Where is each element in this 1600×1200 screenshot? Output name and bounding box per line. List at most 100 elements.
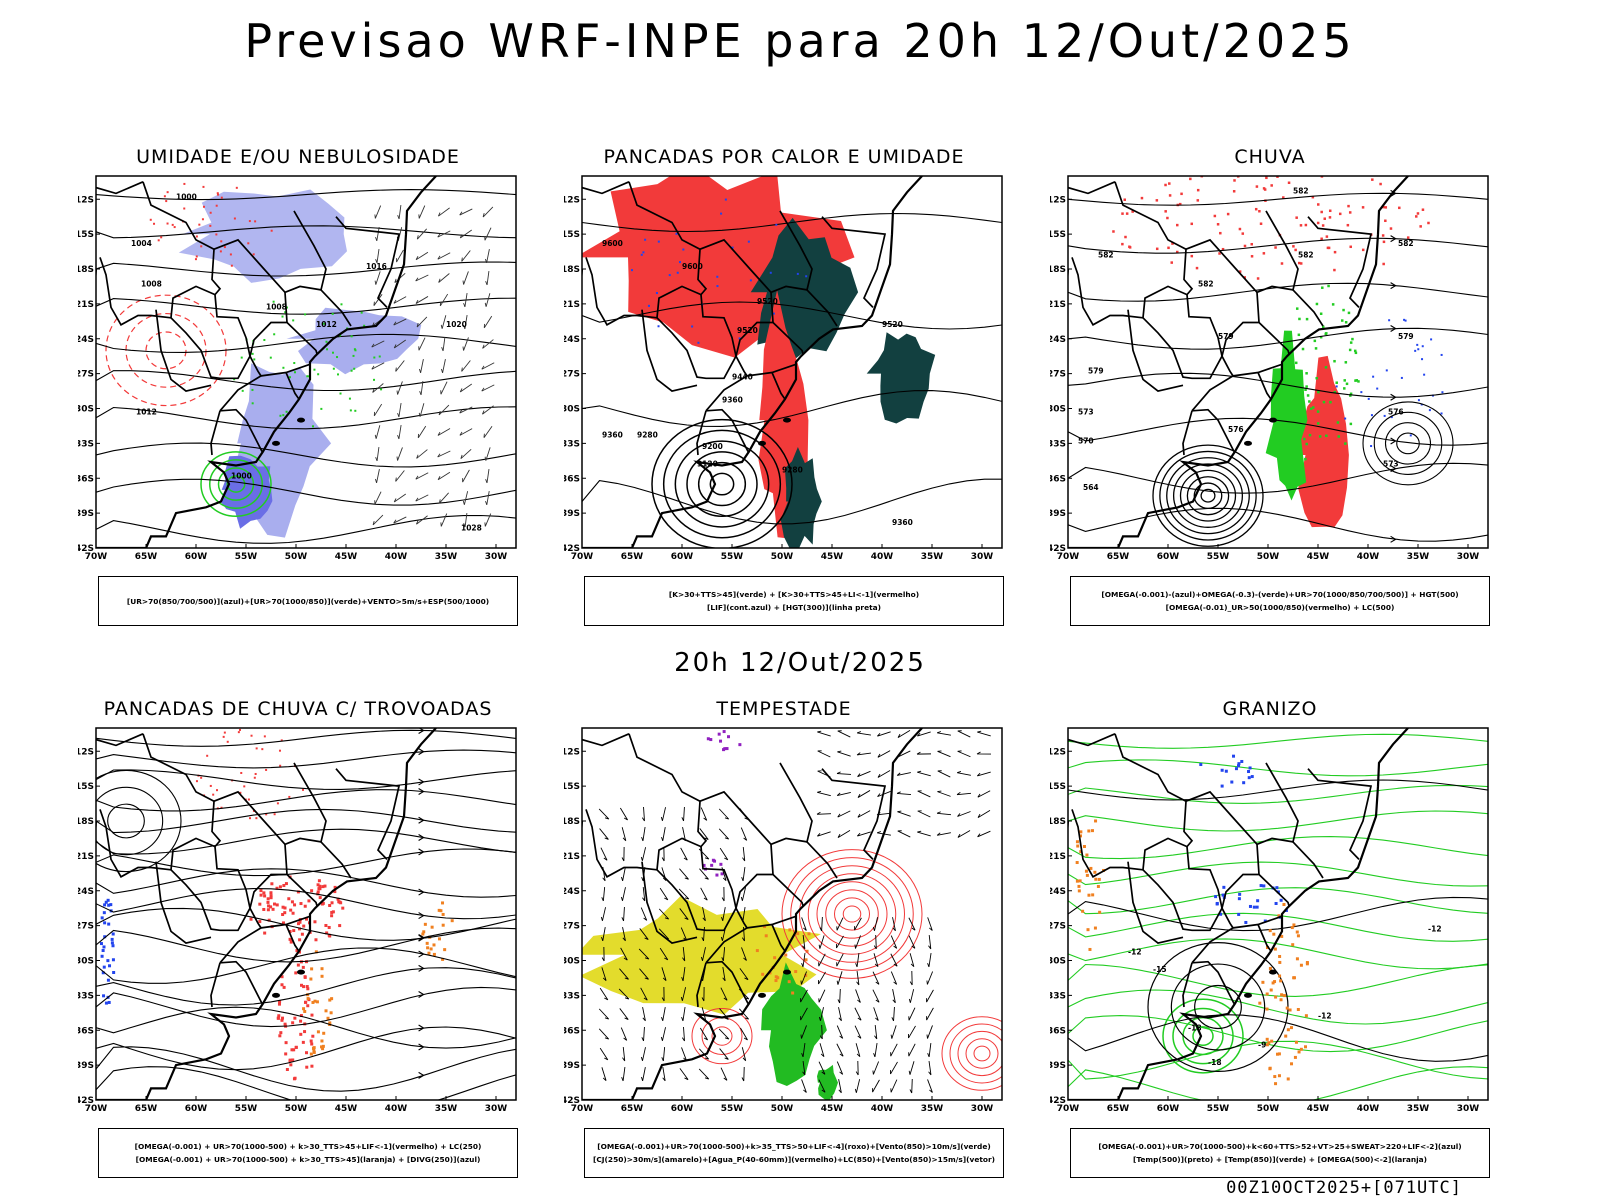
wind-vector [892, 989, 896, 1004]
wind-vector [375, 227, 380, 242]
rain-dot [1325, 235, 1329, 238]
humidity-dot [353, 367, 356, 370]
contour-label: 576 [1388, 407, 1404, 416]
lat-label: 27S [1050, 370, 1066, 380]
wind-vector [459, 208, 473, 216]
border-line [1191, 960, 1235, 1004]
lat-label: 27S [78, 922, 94, 932]
lon-label: 60W [185, 552, 208, 562]
storm-dot [270, 882, 274, 886]
contour-label: 570 [1078, 436, 1094, 445]
rain-dot [1258, 209, 1261, 213]
omega-updraft-dot [1291, 943, 1295, 947]
shower-dot [450, 919, 454, 923]
border-line [641, 309, 698, 393]
wind-vector [439, 293, 449, 307]
rain-dot [1265, 172, 1268, 175]
omega-updraft-dot [1082, 845, 1086, 849]
rain-dot [1326, 246, 1330, 250]
contour-label: -12 [1128, 948, 1142, 957]
wind-vector [890, 971, 898, 985]
hail-dot [1259, 884, 1263, 888]
omega-dot [1349, 341, 1353, 344]
storm-dot [321, 885, 325, 889]
storm-dot [239, 791, 242, 794]
wind-vector [437, 252, 451, 260]
storm-dot [271, 907, 275, 911]
lake-mark [272, 992, 280, 998]
rain-dot [1282, 196, 1285, 199]
wind-vector [438, 492, 449, 504]
rain-dot [1176, 223, 1179, 227]
wind-vector [642, 886, 646, 902]
wind-vector [801, 917, 807, 931]
lif-contour-mark [644, 238, 647, 241]
lat-label: 15S [78, 782, 94, 792]
lif-contour-mark [682, 248, 685, 251]
flow-arrow [418, 788, 425, 795]
wind-vector [485, 469, 490, 484]
omega-updraft-dot [1279, 979, 1283, 983]
border-line [1185, 238, 1258, 293]
wind-vector [936, 731, 951, 736]
omega-dot [1355, 379, 1359, 382]
lat-label: 15S [1050, 230, 1066, 240]
omega-dot [1353, 349, 1357, 353]
storm-dot [266, 900, 270, 904]
lat-label: 39S [78, 509, 94, 519]
storm-dot [276, 802, 279, 805]
humidity-dot [285, 410, 288, 413]
streamline [96, 1006, 516, 1049]
wind-vector [819, 916, 823, 932]
wind-vector [701, 986, 705, 1002]
storm-dot [298, 927, 302, 931]
legend-line: [K>30+TTS>45](verde) + [K>30+TTS>45+LI<-… [668, 590, 920, 599]
wind-vector [462, 491, 469, 505]
rain-dot [1256, 277, 1260, 280]
omega-dot [1298, 317, 1301, 321]
contour-label: 1028 [461, 524, 482, 533]
wind-vector [679, 1068, 689, 1081]
precip-dot [166, 222, 169, 225]
omega-dot [1347, 311, 1351, 315]
omega-dot [1343, 387, 1346, 390]
storm-dot [316, 883, 320, 887]
wind-vector [415, 472, 429, 480]
wind-vector [908, 917, 916, 931]
storm-dot [282, 883, 286, 887]
border-line [628, 181, 737, 357]
wind-vector [897, 830, 911, 838]
rain-dot [1112, 230, 1115, 233]
lif-contour-mark [630, 269, 633, 272]
precip-dot [171, 223, 174, 226]
omega-light-dot [1430, 338, 1433, 341]
pressure-isobar [96, 514, 516, 544]
omega-updraft-dot [1295, 957, 1299, 961]
wind-vector [461, 360, 471, 372]
border-line [770, 762, 813, 875]
omega-light-dot [1417, 348, 1420, 351]
storm-dot [287, 897, 291, 901]
contour-label: -9 [1258, 1041, 1266, 1050]
precip-dot [157, 239, 160, 242]
wind-vector [872, 971, 880, 985]
shower-dot [432, 943, 436, 947]
flow-arrow [1390, 465, 1397, 473]
lif-contour-mark [805, 275, 808, 278]
omega-dot [1344, 361, 1348, 364]
storm-dot [269, 894, 273, 898]
lon-label: 70W [571, 552, 594, 562]
wind-vector [802, 934, 806, 950]
wind-vector [395, 470, 405, 482]
rain-dot [1180, 192, 1183, 196]
omega-light-dot [1376, 387, 1379, 390]
humidity-dot [353, 348, 356, 351]
precipitable-water-dot [784, 953, 788, 957]
humidity-dot [285, 306, 288, 309]
wind-vector [802, 1061, 806, 1076]
omega-dot [1313, 339, 1317, 343]
flow-arrow [418, 816, 425, 824]
wind-vector [600, 847, 608, 861]
map-umidade: 1000 1004 1008 1008 1012 1020 1016 1012 1000 1028… [78, 175, 517, 562]
omega-updraft-dot [1089, 866, 1093, 870]
